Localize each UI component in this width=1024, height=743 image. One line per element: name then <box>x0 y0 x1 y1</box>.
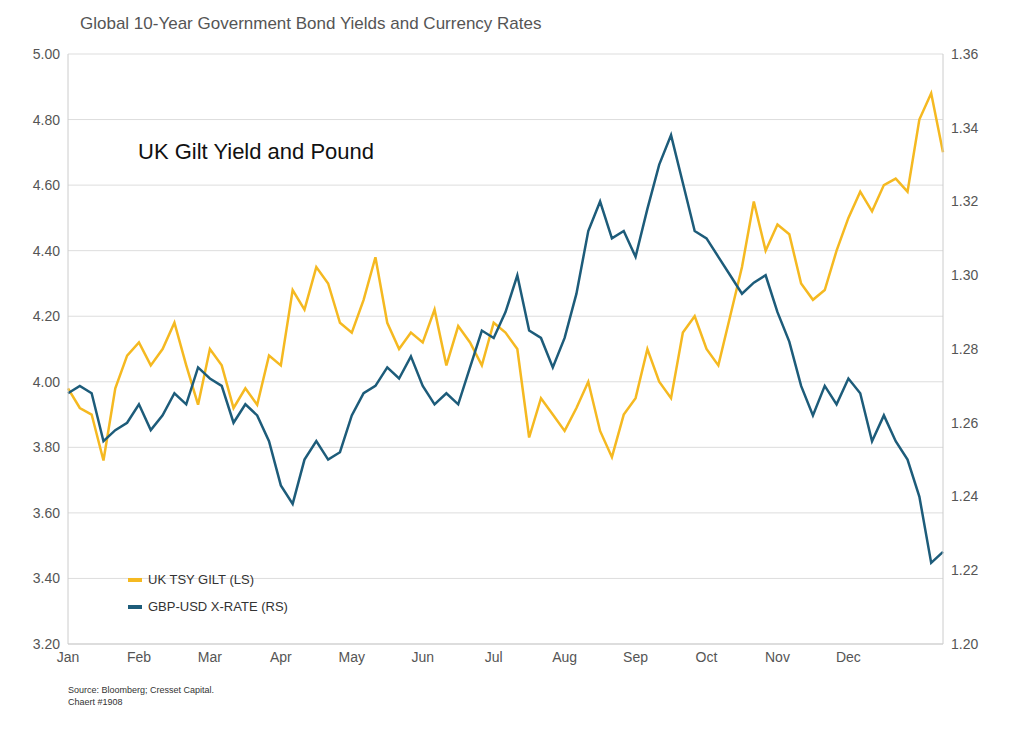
html-text:GBP-USD X-RATE (RS): GBP-USD X-RATE (RS) <box>148 599 288 614</box>
svg-text:3.60: 3.60 <box>33 505 60 521</box>
svg-text:Dec: Dec <box>836 649 861 665</box>
svg-text:Nov: Nov <box>765 649 790 665</box>
svg-text:Feb: Feb <box>127 649 151 665</box>
svg-text:Aug: Aug <box>552 649 577 665</box>
svg-text:Jan: Jan <box>57 649 80 665</box>
svg-text:Mar: Mar <box>198 649 222 665</box>
html-text:Source: Bloomberg; Cresset Cap: Source: Bloomberg; Cresset Capital. <box>68 685 215 695</box>
html-text:UK Gilt Yield and Pound: UK Gilt Yield and Pound <box>138 139 374 164</box>
svg-text:1.24: 1.24 <box>951 488 978 504</box>
html-text:UK TSY GILT (LS): UK TSY GILT (LS) <box>148 572 254 587</box>
svg-text:Oct: Oct <box>696 649 718 665</box>
svg-text:1.32: 1.32 <box>951 193 978 209</box>
svg-text:1.34: 1.34 <box>951 120 978 136</box>
svg-text:May: May <box>339 649 365 665</box>
svg-text:Jul: Jul <box>485 649 503 665</box>
svg-text:3.40: 3.40 <box>33 570 60 586</box>
svg-text:4.40: 4.40 <box>33 243 60 259</box>
svg-text:4.20: 4.20 <box>33 308 60 324</box>
svg-text:4.60: 4.60 <box>33 177 60 193</box>
svg-text:1.30: 1.30 <box>951 267 978 283</box>
svg-text:Jun: Jun <box>411 649 434 665</box>
html-text:Chaert #1908: Chaert #1908 <box>68 697 123 707</box>
svg-text:1.20: 1.20 <box>951 636 978 652</box>
svg-text:1.26: 1.26 <box>951 415 978 431</box>
svg-text:1.28: 1.28 <box>951 341 978 357</box>
svg-text:Apr: Apr <box>270 649 292 665</box>
svg-text:3.80: 3.80 <box>33 439 60 455</box>
html-text:Global 10-Year Government Bond: Global 10-Year Government Bond Yields an… <box>80 14 542 33</box>
svg-text:4.80: 4.80 <box>33 112 60 128</box>
svg-text:1.22: 1.22 <box>951 562 978 578</box>
svg-text:3.20: 3.20 <box>33 636 60 652</box>
svg-text:Sep: Sep <box>623 649 648 665</box>
svg-text:4.00: 4.00 <box>33 374 60 390</box>
svg-text:1.36: 1.36 <box>951 46 978 62</box>
svg-text:5.00: 5.00 <box>33 46 60 62</box>
